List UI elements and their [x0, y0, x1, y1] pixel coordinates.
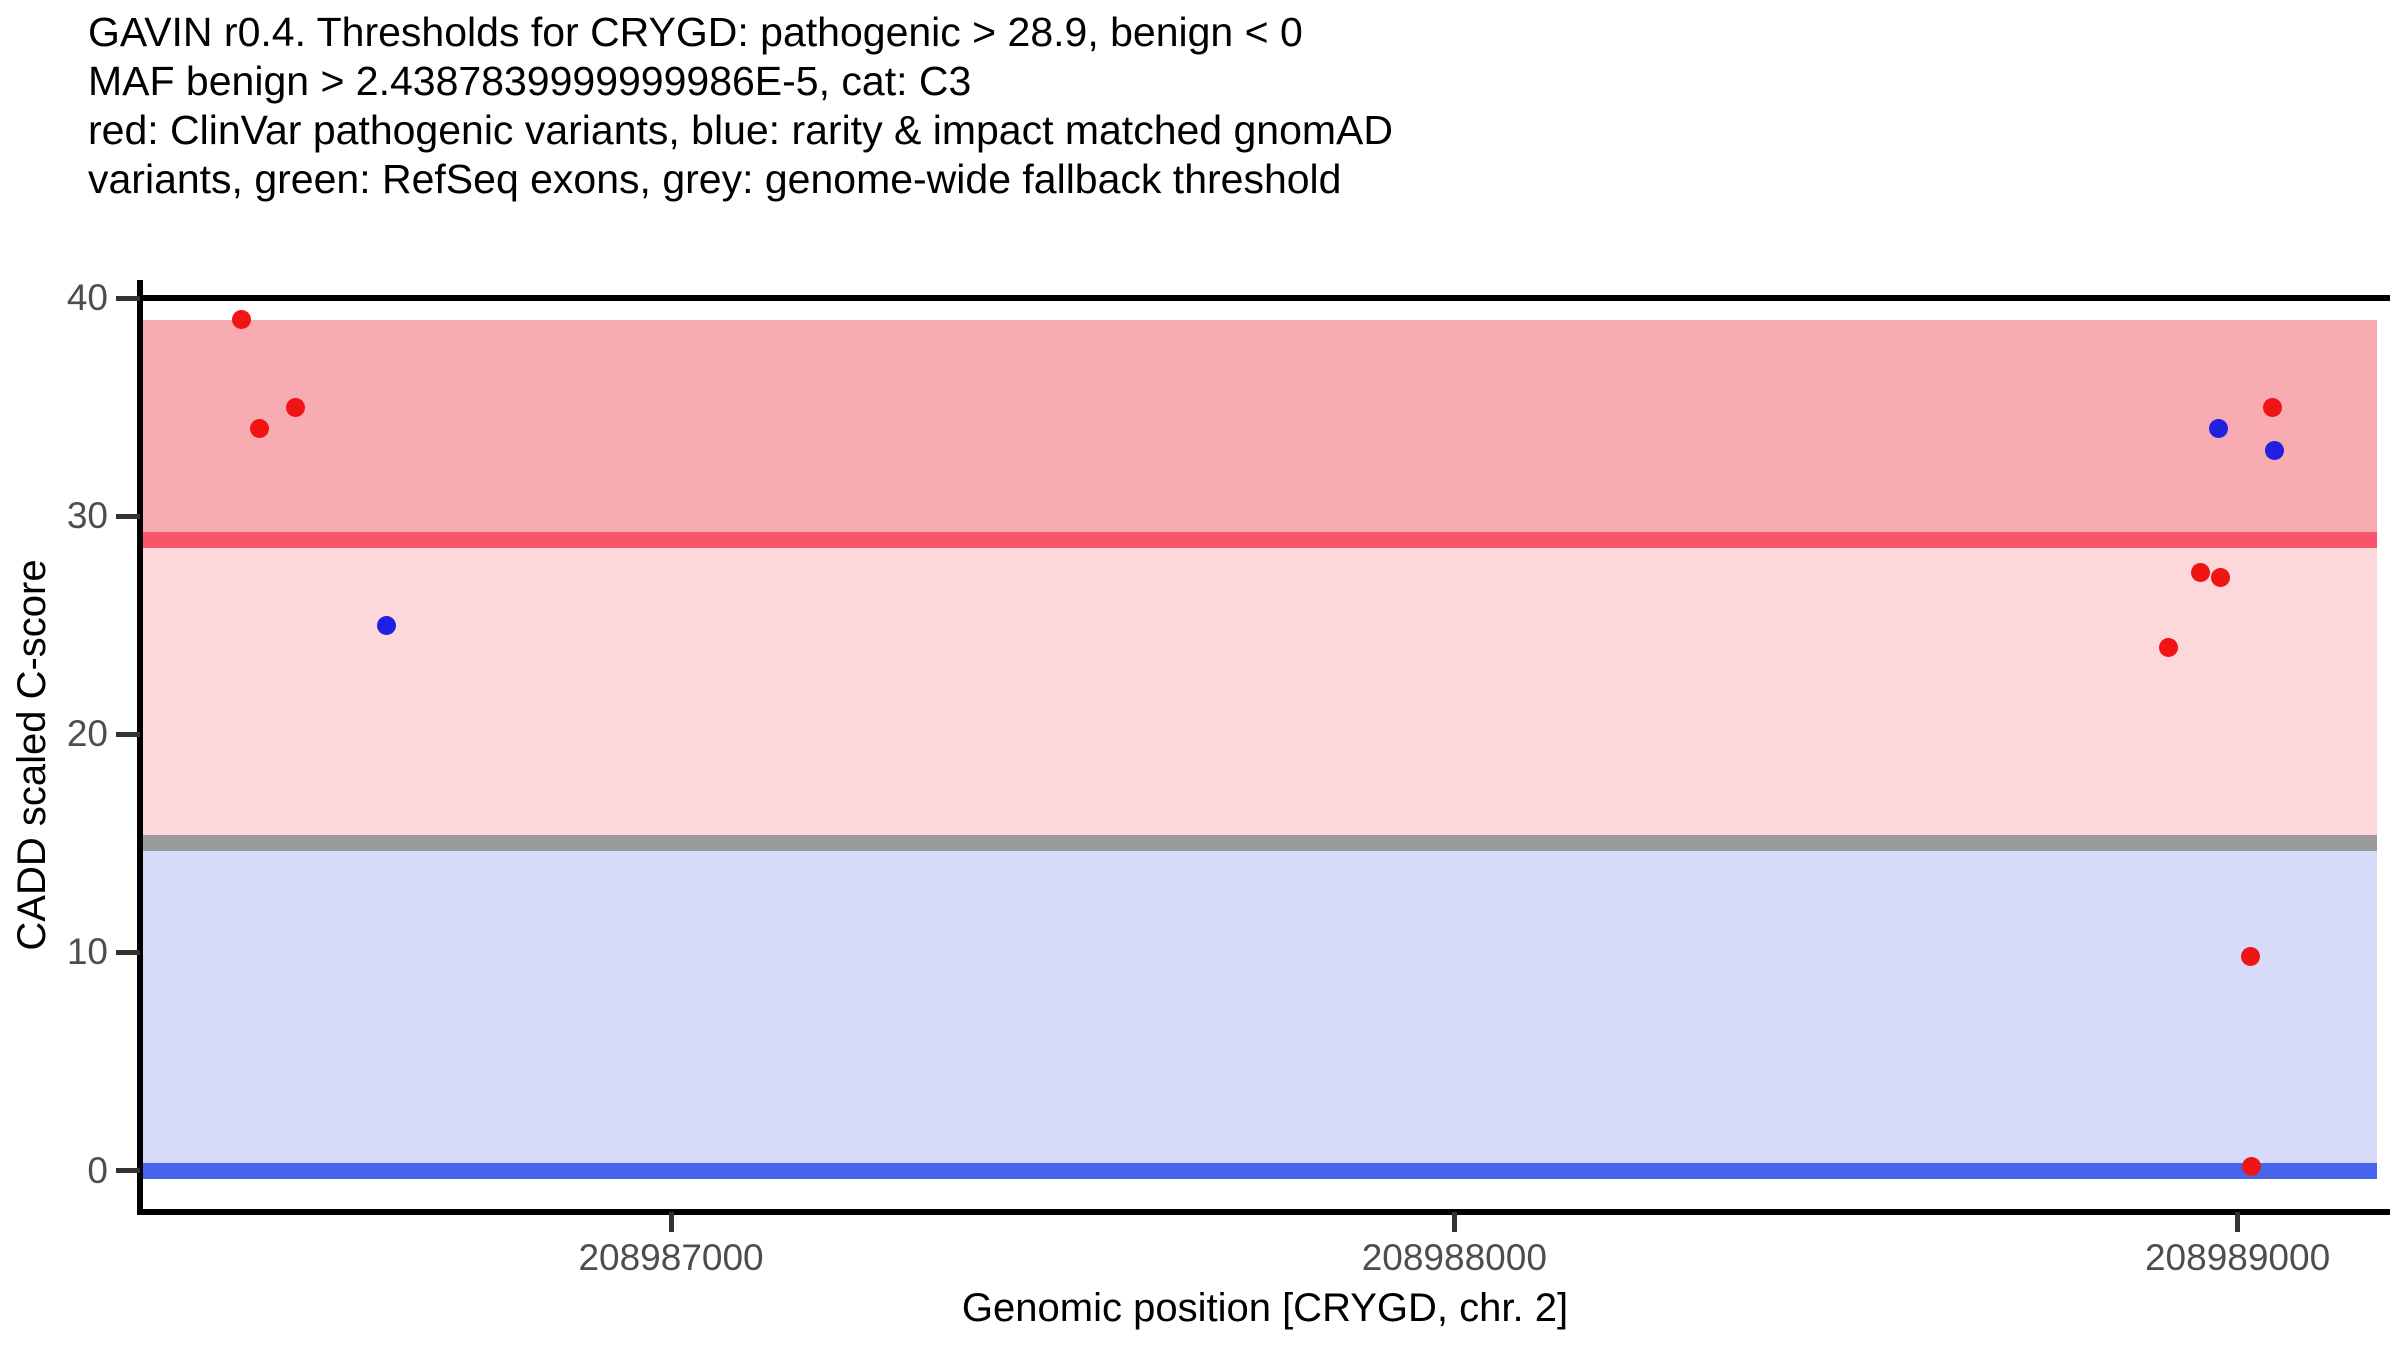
- y-axis-tick: [116, 731, 140, 737]
- chart-title-line-2: MAF benign > 2.4387839999999986E-5, cat:…: [88, 58, 972, 104]
- data-point-clinvar-pathogenic-variants: [232, 310, 252, 330]
- data-point-clinvar-pathogenic-variants: [2210, 567, 2230, 587]
- data-point-clinvar-pathogenic-variants: [250, 419, 270, 439]
- y-axis-tick-label: 10: [66, 931, 108, 973]
- uncertain-region-band: [142, 540, 2377, 844]
- y-axis-tick: [116, 295, 140, 301]
- y-axis-tick-label: 0: [87, 1149, 108, 1191]
- data-point-rarity-impact-matched-gnomad-variants: [2264, 441, 2284, 461]
- x-axis-tick: [668, 1212, 674, 1232]
- data-point-clinvar-pathogenic-variants: [2159, 637, 2179, 657]
- y-axis-tick-label: 20: [66, 713, 108, 755]
- y-axis-tick: [116, 513, 140, 519]
- genome-wide-fallback-threshold-line: [142, 835, 2377, 852]
- x-axis-tick-label: 208989000: [2144, 1237, 2331, 1278]
- y-axis-tick-label: 40: [66, 277, 108, 318]
- data-point-clinvar-pathogenic-variants: [2242, 1156, 2262, 1176]
- x-axis-tick: [2235, 1212, 2241, 1232]
- chart-title: GAVIN r0.4. Thresholds for CRYGD: pathog…: [88, 8, 1393, 204]
- y-axis-tick-label: 30: [66, 495, 108, 537]
- y-axis-tick: [116, 1168, 140, 1174]
- x-axis-line: [137, 1209, 2390, 1215]
- pathogenic-region-band: [142, 319, 2377, 541]
- x-axis-tick-label: 208987000: [578, 1237, 764, 1278]
- benign-threshold-line: [142, 1162, 2377, 1179]
- x-axis-tick-label: 208988000: [1361, 1237, 1547, 1278]
- data-point-clinvar-pathogenic-variants: [2263, 397, 2283, 417]
- data-point-clinvar-pathogenic-variants: [2191, 563, 2211, 583]
- data-point-clinvar-pathogenic-variants: [285, 397, 305, 417]
- chart-title-line-3: red: ClinVar pathogenic variants, blue: …: [88, 107, 1394, 153]
- data-point-clinvar-pathogenic-variants: [2241, 947, 2261, 967]
- pathogenic-threshold-line: [142, 532, 2377, 549]
- data-point-rarity-impact-matched-gnomad-variants: [2209, 419, 2229, 439]
- benign-region-band: [142, 843, 2377, 1171]
- y-axis-label: CADD scaled C-score: [10, 559, 54, 951]
- y-axis-line: [137, 280, 143, 1215]
- y-axis-tick: [116, 949, 140, 955]
- data-point-rarity-impact-matched-gnomad-variants: [377, 615, 397, 635]
- chart-title-line-1: GAVIN r0.4. Thresholds for CRYGD: pathog…: [88, 9, 1303, 55]
- panel-top-border: [137, 295, 2390, 301]
- x-axis-tick: [1451, 1212, 1457, 1232]
- x-axis-label: Genomic position [CRYGD, chr. 2]: [961, 1286, 1569, 1330]
- chart-title-line-4: variants, green: RefSeq exons, grey: gen…: [88, 156, 1342, 202]
